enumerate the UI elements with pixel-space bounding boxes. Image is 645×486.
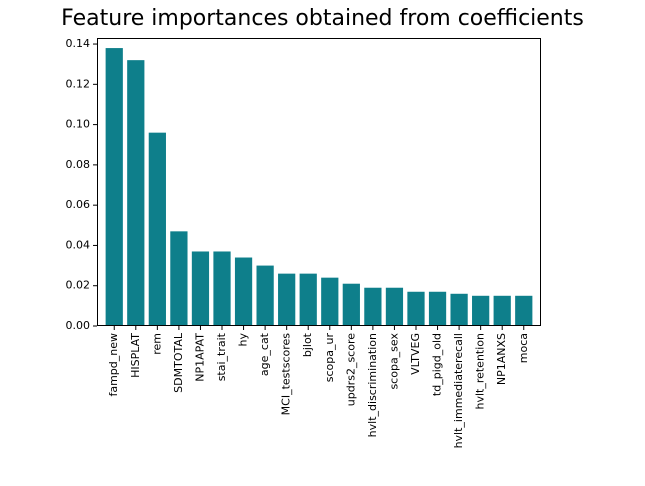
x-tick-label: hvlt_retention	[474, 333, 487, 410]
x-tick-label: hvlt_discrimination	[366, 333, 379, 437]
x-tick-label: HISPLAT	[129, 333, 142, 378]
x-tick-label: scopa_sex	[387, 333, 400, 390]
bar-hvlt-discrimination	[364, 287, 382, 326]
bar-hvlt-immediaterecall	[450, 293, 468, 326]
bar-np1apat	[191, 251, 210, 326]
x-axis: fampd_new HISPLAT rem SDMTOTAL NP1APAT stai_t…	[107, 326, 530, 448]
chart-title: Feature importances obtained from coeffi…	[61, 6, 584, 31]
x-tick-label: NP1APAT	[193, 333, 206, 382]
x-tick-label: hy	[237, 333, 250, 347]
bar-stai-trait	[213, 251, 231, 326]
bar-scopa-sex	[385, 287, 404, 326]
y-axis: 0.00 0.02 0.04 0.06 0.08 0.10 0.12 0.14	[66, 37, 97, 332]
bar-scopa-ur	[321, 277, 339, 326]
x-tick-label: moca	[517, 333, 530, 363]
x-tick-label: scopa_ur	[323, 333, 336, 383]
x-tick-label: SDMTOTAL	[172, 332, 185, 393]
y-tick-label: 0.10	[66, 118, 91, 131]
y-tick-label: 0.08	[66, 158, 91, 171]
bar-hisplat	[127, 60, 145, 327]
bar-fampd-new	[105, 48, 123, 326]
y-tick-label: 0.02	[66, 279, 91, 292]
x-tick-label: stai_trait	[215, 332, 228, 381]
x-tick-label: updrs2_score	[344, 333, 357, 406]
x-tick-label: age_cat	[258, 332, 271, 376]
y-tick-label: 0.14	[66, 37, 91, 50]
x-tick-label: rem	[150, 333, 163, 355]
bar-hy	[234, 257, 253, 326]
bar-np1anxs	[493, 295, 511, 326]
bar-bjlot	[299, 273, 317, 326]
x-tick-label: NP1ANXS	[495, 333, 508, 385]
y-tick-label: 0.06	[66, 198, 91, 211]
bar-age-cat	[256, 265, 274, 326]
x-tick-label: bjlot	[301, 332, 314, 357]
bars-layer	[105, 48, 533, 327]
y-tick-label: 0.12	[66, 77, 91, 90]
plot-frame	[97, 38, 541, 326]
y-tick-label: 0.04	[66, 238, 91, 251]
bar-td-pigd-old	[428, 291, 447, 326]
x-tick-label: MCI_testscores	[280, 333, 293, 416]
bar-rem	[148, 132, 166, 326]
x-tick-label: hvlt_immediaterecall	[452, 333, 465, 448]
bar-hvlt-retention	[472, 295, 490, 326]
bar-moca	[515, 295, 533, 326]
x-tick-label: fampd_new	[107, 333, 120, 397]
bar-mci-testscores	[278, 273, 296, 326]
bar-vltveg	[407, 291, 425, 326]
x-tick-label: td_pigd_old	[431, 333, 444, 396]
bar-updrs2-score	[342, 283, 360, 326]
bar-sdmtotal	[170, 231, 188, 326]
x-tick-label: VLTVEG	[409, 333, 422, 375]
y-tick-label: 0.00	[66, 319, 91, 332]
